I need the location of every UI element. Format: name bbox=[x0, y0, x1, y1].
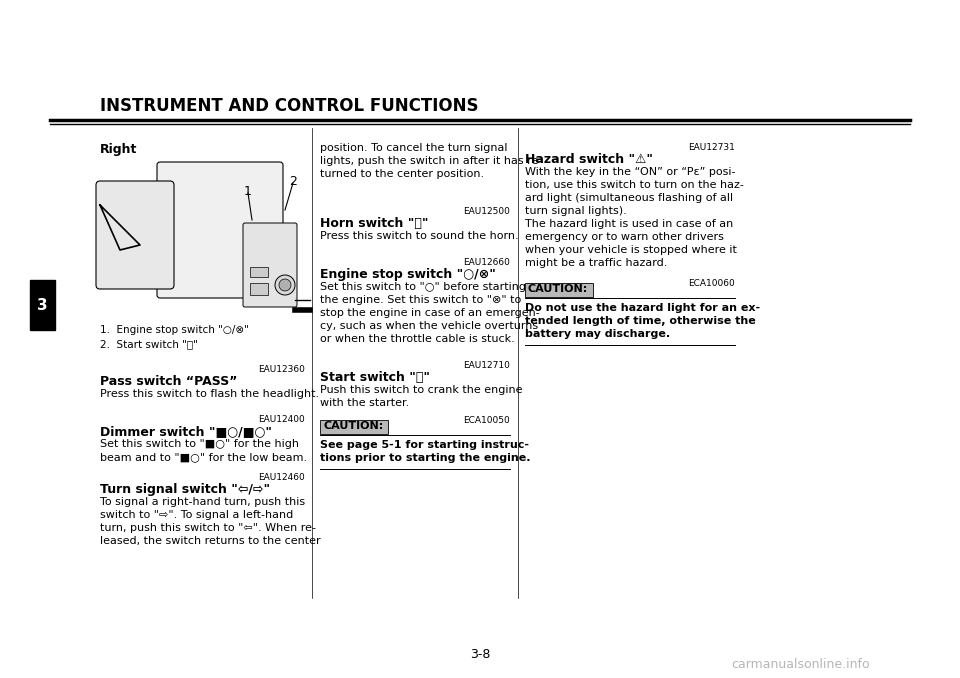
Text: EAU12360: EAU12360 bbox=[258, 365, 305, 374]
Text: lights, push the switch in after it has re-: lights, push the switch in after it has … bbox=[320, 156, 542, 166]
Text: 1: 1 bbox=[244, 185, 252, 198]
Text: Do not use the hazard light for an ex-: Do not use the hazard light for an ex- bbox=[525, 303, 760, 313]
Text: EAU12500: EAU12500 bbox=[463, 207, 510, 216]
Text: with the starter.: with the starter. bbox=[320, 398, 409, 408]
Bar bbox=[320, 420, 388, 434]
Text: cy, such as when the vehicle overturns: cy, such as when the vehicle overturns bbox=[320, 321, 539, 331]
Text: ard light (simultaneous flashing of all: ard light (simultaneous flashing of all bbox=[525, 193, 733, 203]
Text: turn, push this switch to "⇦". When re-: turn, push this switch to "⇦". When re- bbox=[100, 523, 316, 533]
Bar bbox=[250, 283, 268, 295]
Circle shape bbox=[275, 275, 295, 295]
Text: Set this switch to "○" before starting: Set this switch to "○" before starting bbox=[320, 282, 526, 292]
Text: 2: 2 bbox=[289, 175, 297, 188]
Text: tion, use this switch to turn on the haz-: tion, use this switch to turn on the haz… bbox=[525, 180, 744, 190]
Text: Engine stop switch "○/⊗": Engine stop switch "○/⊗" bbox=[320, 268, 496, 281]
Text: Pass switch “PASS”: Pass switch “PASS” bbox=[100, 375, 237, 388]
Text: CAUTION:: CAUTION: bbox=[323, 421, 383, 431]
Text: Press this switch to sound the horn.: Press this switch to sound the horn. bbox=[320, 231, 518, 241]
Circle shape bbox=[279, 279, 291, 291]
Text: Horn switch "⎓": Horn switch "⎓" bbox=[320, 217, 428, 230]
Text: 2.  Start switch "⓪": 2. Start switch "⓪" bbox=[100, 339, 198, 349]
Bar bbox=[30, 280, 55, 330]
Text: beam and to "■○" for the low beam.: beam and to "■○" for the low beam. bbox=[100, 452, 307, 462]
Text: 1.  Engine stop switch "○/⊗": 1. Engine stop switch "○/⊗" bbox=[100, 325, 249, 335]
Text: emergency or to warn other drivers: emergency or to warn other drivers bbox=[525, 232, 724, 242]
Text: Push this switch to crank the engine: Push this switch to crank the engine bbox=[320, 385, 522, 395]
Text: INSTRUMENT AND CONTROL FUNCTIONS: INSTRUMENT AND CONTROL FUNCTIONS bbox=[100, 97, 478, 115]
Text: stop the engine in case of an emergen-: stop the engine in case of an emergen- bbox=[320, 308, 540, 318]
Text: The hazard light is used in case of an: The hazard light is used in case of an bbox=[525, 219, 733, 229]
Text: Start switch "⓪": Start switch "⓪" bbox=[320, 371, 430, 384]
Text: With the key in the “ON” or “Pε” posi-: With the key in the “ON” or “Pε” posi- bbox=[525, 167, 735, 177]
Text: EAU12400: EAU12400 bbox=[258, 415, 305, 424]
Text: carmanualsonline.info: carmanualsonline.info bbox=[732, 658, 870, 671]
Text: the engine. Set this switch to "⊗" to: the engine. Set this switch to "⊗" to bbox=[320, 295, 521, 305]
Text: CAUTION:: CAUTION: bbox=[528, 284, 588, 294]
Text: ECA10050: ECA10050 bbox=[464, 416, 510, 425]
Bar bbox=[250, 267, 268, 277]
Text: Set this switch to "■○" for the high: Set this switch to "■○" for the high bbox=[100, 439, 299, 449]
Text: Hazard switch "⚠": Hazard switch "⚠" bbox=[525, 153, 653, 166]
FancyBboxPatch shape bbox=[243, 223, 297, 307]
Text: See page 5-1 for starting instruc-: See page 5-1 for starting instruc- bbox=[320, 440, 529, 450]
Text: might be a traffic hazard.: might be a traffic hazard. bbox=[525, 258, 667, 268]
FancyBboxPatch shape bbox=[157, 162, 283, 298]
Text: battery may discharge.: battery may discharge. bbox=[525, 329, 670, 339]
Text: tions prior to starting the engine.: tions prior to starting the engine. bbox=[320, 453, 531, 463]
Bar bbox=[525, 283, 593, 297]
Text: EAU12460: EAU12460 bbox=[258, 473, 305, 482]
Text: leased, the switch returns to the center: leased, the switch returns to the center bbox=[100, 536, 321, 546]
Text: turn signal lights).: turn signal lights). bbox=[525, 206, 627, 216]
Text: position. To cancel the turn signal: position. To cancel the turn signal bbox=[320, 143, 508, 153]
Text: Right: Right bbox=[100, 143, 137, 156]
Text: To signal a right-hand turn, push this: To signal a right-hand turn, push this bbox=[100, 497, 305, 507]
Text: EAU12710: EAU12710 bbox=[463, 361, 510, 370]
Text: Turn signal switch "⇦/⇨": Turn signal switch "⇦/⇨" bbox=[100, 483, 270, 496]
Text: 3-8: 3-8 bbox=[469, 648, 491, 661]
Text: when your vehicle is stopped where it: when your vehicle is stopped where it bbox=[525, 245, 737, 255]
Text: Dimmer switch "■○/■○": Dimmer switch "■○/■○" bbox=[100, 425, 272, 438]
Text: tended length of time, otherwise the: tended length of time, otherwise the bbox=[525, 316, 756, 326]
Text: turned to the center position.: turned to the center position. bbox=[320, 169, 484, 179]
FancyBboxPatch shape bbox=[96, 181, 174, 289]
Text: or when the throttle cable is stuck.: or when the throttle cable is stuck. bbox=[320, 334, 515, 344]
Text: switch to "⇨". To signal a left-hand: switch to "⇨". To signal a left-hand bbox=[100, 510, 293, 520]
Text: 3: 3 bbox=[36, 298, 47, 313]
Text: ECA10060: ECA10060 bbox=[688, 279, 735, 288]
Text: EAU12731: EAU12731 bbox=[688, 143, 735, 152]
Text: Press this switch to flash the headlight.: Press this switch to flash the headlight… bbox=[100, 389, 319, 399]
Text: EAU12660: EAU12660 bbox=[463, 258, 510, 267]
